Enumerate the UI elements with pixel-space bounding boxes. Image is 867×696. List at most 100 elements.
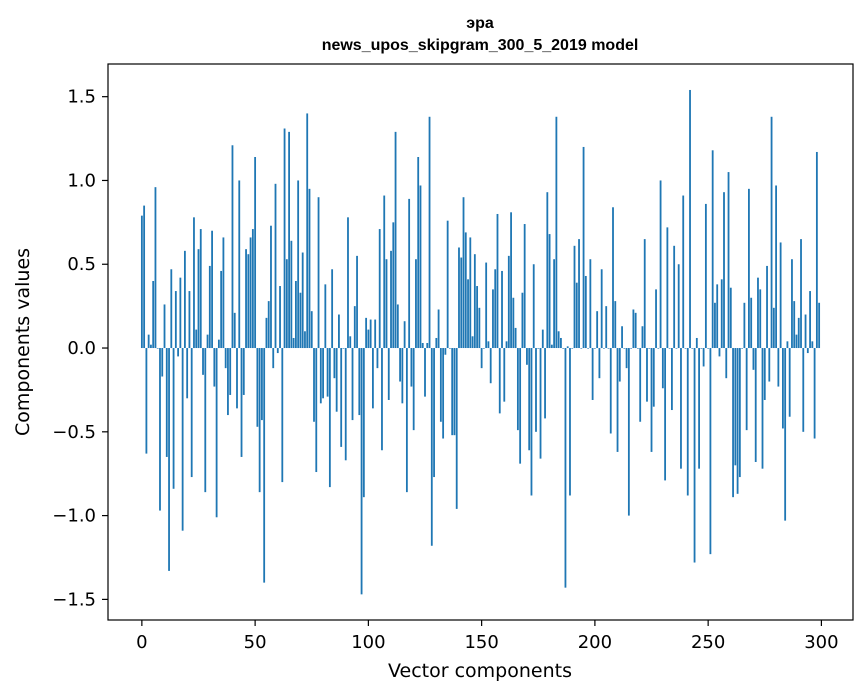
bar — [258, 348, 261, 493]
bar — [507, 255, 510, 349]
bar — [161, 348, 164, 377]
bar — [430, 348, 433, 546]
bar — [351, 348, 354, 421]
bar — [641, 326, 644, 349]
bar — [315, 348, 318, 473]
bar — [618, 348, 621, 382]
bar — [428, 116, 431, 349]
bar — [505, 341, 508, 349]
bar — [675, 348, 678, 349]
bar — [784, 348, 787, 521]
bar — [695, 337, 698, 349]
bar — [342, 348, 345, 349]
bar — [698, 348, 700, 469]
bar — [569, 348, 571, 496]
bar — [553, 259, 556, 349]
bar — [498, 348, 501, 414]
bar — [723, 192, 725, 349]
bar — [353, 306, 356, 349]
bar — [596, 311, 599, 349]
bar — [156, 348, 159, 349]
bar — [444, 348, 447, 355]
x-axis-ticks: 0 50 100 150 200 250 300 — [136, 620, 839, 653]
y-tick-label: 0.5 — [67, 254, 96, 275]
bar — [686, 348, 689, 496]
bar — [634, 312, 637, 349]
bar — [616, 348, 619, 452]
bar — [793, 301, 796, 349]
bar — [249, 237, 252, 349]
chart-subtitle: news_upos_skipgram_300_5_2019 model — [322, 37, 639, 54]
bar — [183, 250, 186, 349]
bar — [279, 286, 281, 349]
bar — [163, 304, 166, 349]
bar — [299, 292, 302, 349]
bar — [317, 197, 320, 349]
bar — [494, 269, 497, 349]
bar — [763, 348, 766, 400]
bar — [489, 348, 492, 384]
bar — [408, 198, 411, 349]
bar — [188, 291, 191, 349]
bar — [179, 277, 182, 349]
bar — [453, 348, 456, 436]
bar — [668, 348, 671, 349]
bar — [811, 341, 814, 349]
bar — [328, 348, 331, 488]
bar — [256, 348, 259, 427]
bar — [693, 348, 696, 563]
bar — [154, 187, 157, 349]
bar — [372, 348, 374, 409]
bar — [285, 259, 288, 349]
bar — [781, 348, 784, 429]
bar — [290, 240, 293, 349]
bar — [369, 319, 372, 349]
bar — [322, 348, 324, 399]
bar — [761, 348, 764, 469]
bar — [186, 348, 189, 399]
bar — [270, 225, 272, 349]
bar — [700, 348, 703, 349]
bar — [245, 249, 247, 349]
bar — [392, 222, 395, 349]
bar — [564, 348, 567, 588]
bar — [204, 348, 207, 493]
bar — [655, 289, 657, 349]
bar — [197, 249, 200, 349]
bar — [240, 348, 243, 457]
bar — [584, 275, 587, 349]
y-axis-label: Components values — [12, 248, 34, 436]
bar — [412, 348, 415, 431]
bar — [532, 264, 535, 349]
bar — [639, 348, 642, 422]
bar — [476, 286, 479, 349]
bar — [548, 234, 551, 349]
bar — [725, 348, 728, 379]
bar — [707, 348, 710, 349]
bar — [294, 281, 297, 349]
bar — [664, 348, 667, 481]
bar — [503, 348, 506, 402]
bar — [310, 311, 313, 349]
x-tick-label: 300 — [804, 632, 838, 653]
bar — [288, 131, 290, 349]
bar — [573, 245, 576, 349]
bar — [802, 348, 805, 432]
bar — [347, 217, 349, 349]
bar — [682, 195, 685, 349]
bar — [818, 302, 821, 349]
bar — [691, 348, 694, 349]
bar — [165, 348, 168, 457]
bar — [473, 254, 476, 349]
bar — [797, 317, 800, 349]
bar — [607, 348, 610, 349]
bar — [217, 339, 220, 349]
bar — [652, 348, 655, 407]
bar — [281, 348, 284, 483]
bar — [526, 348, 528, 365]
bar — [390, 250, 392, 349]
bar — [319, 348, 322, 404]
bar — [170, 269, 173, 349]
